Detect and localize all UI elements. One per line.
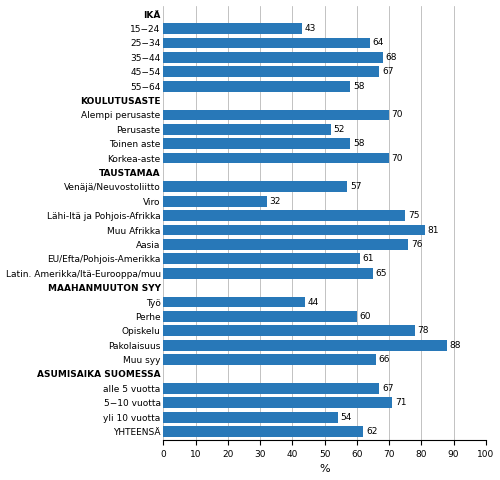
Bar	[164, 297, 306, 307]
X-axis label: %: %	[320, 465, 330, 474]
Text: 78: 78	[418, 326, 429, 336]
Text: 65: 65	[376, 269, 387, 278]
Bar	[164, 196, 266, 207]
Bar	[164, 52, 382, 63]
Text: 66: 66	[379, 355, 390, 364]
Bar	[164, 66, 380, 77]
Bar	[164, 340, 447, 350]
Bar	[164, 253, 360, 264]
Bar	[164, 138, 350, 149]
Bar	[164, 397, 392, 408]
Text: 60: 60	[360, 312, 371, 321]
Bar	[164, 109, 389, 120]
Text: 62: 62	[366, 427, 378, 436]
Text: 81: 81	[427, 226, 438, 235]
Text: 68: 68	[385, 53, 396, 62]
Bar	[164, 412, 338, 422]
Text: 71: 71	[395, 398, 406, 407]
Bar	[164, 426, 364, 437]
Bar	[164, 210, 405, 221]
Text: 76: 76	[411, 240, 422, 249]
Bar	[164, 225, 424, 236]
Text: 70: 70	[392, 110, 403, 120]
Text: 52: 52	[334, 125, 345, 134]
Text: 57: 57	[350, 182, 362, 192]
Bar	[164, 153, 389, 164]
Bar	[164, 325, 415, 336]
Bar	[164, 268, 373, 278]
Text: 58: 58	[353, 82, 364, 91]
Bar	[164, 23, 302, 34]
Text: 67: 67	[382, 384, 394, 393]
Text: 54: 54	[340, 413, 351, 421]
Bar	[164, 37, 370, 48]
Bar	[164, 354, 376, 365]
Text: 88: 88	[450, 341, 461, 350]
Bar	[164, 239, 408, 250]
Text: 67: 67	[382, 67, 394, 76]
Text: 44: 44	[308, 298, 319, 307]
Bar	[164, 383, 380, 394]
Text: 61: 61	[362, 254, 374, 264]
Text: 58: 58	[353, 139, 364, 148]
Bar	[164, 311, 357, 322]
Text: 43: 43	[304, 24, 316, 33]
Text: 75: 75	[408, 211, 420, 220]
Bar	[164, 124, 331, 135]
Text: 70: 70	[392, 154, 403, 163]
Bar	[164, 181, 347, 192]
Text: 64: 64	[372, 38, 384, 48]
Bar	[164, 81, 350, 92]
Text: 32: 32	[269, 197, 280, 206]
